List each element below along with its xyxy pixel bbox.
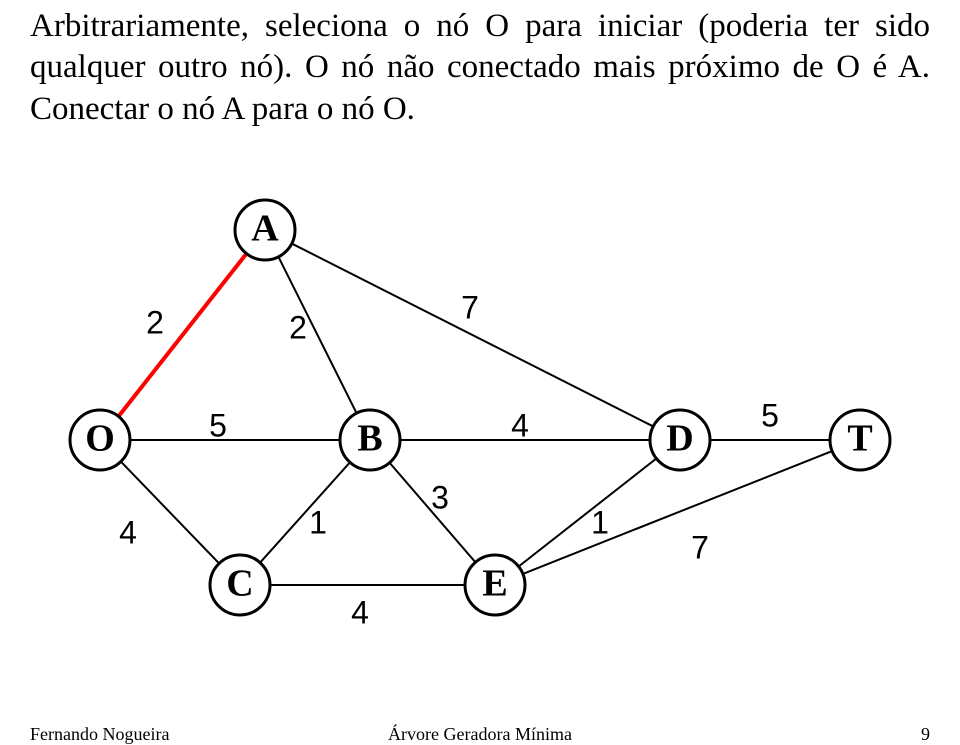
edge-weight-B-E: 3 <box>431 479 449 515</box>
edge-weight-O-B: 5 <box>209 407 227 443</box>
edge-weight-O-A: 2 <box>146 304 164 340</box>
footer-title: Árvore Geradora Mínima <box>30 724 930 745</box>
edge-weight-D-T: 5 <box>761 397 779 433</box>
node-label-A: A <box>251 208 279 250</box>
node-label-B: B <box>357 418 382 460</box>
edge-O-A <box>119 254 247 417</box>
edge-weight-B-C: 1 <box>309 504 327 540</box>
node-label-D: D <box>666 418 693 460</box>
edge-B-C <box>260 462 350 562</box>
footer-page-number: 9 <box>921 724 930 745</box>
edge-A-D <box>292 244 653 427</box>
edge-E-D <box>519 459 657 567</box>
edge-weight-E-D: 1 <box>591 504 609 540</box>
paragraph-text: Arbitrariamente, seleciona o nó O para i… <box>30 6 930 130</box>
edge-weight-A-B: 2 <box>289 309 307 345</box>
node-label-T: T <box>847 418 872 460</box>
edge-weight-B-D: 4 <box>511 407 529 443</box>
edge-weight-A-D: 7 <box>461 289 479 325</box>
edge-weight-C-E: 4 <box>351 594 369 630</box>
graph-diagram: 2 2 7 5 4 1 4 3 4 1 5 7 A O B C E D T <box>40 170 920 650</box>
node-label-E: E <box>482 563 507 605</box>
edge-weight-O-C: 4 <box>119 514 137 550</box>
node-label-O: O <box>85 418 115 460</box>
edge-weight-E-T: 7 <box>691 529 709 565</box>
node-label-C: C <box>226 563 253 605</box>
